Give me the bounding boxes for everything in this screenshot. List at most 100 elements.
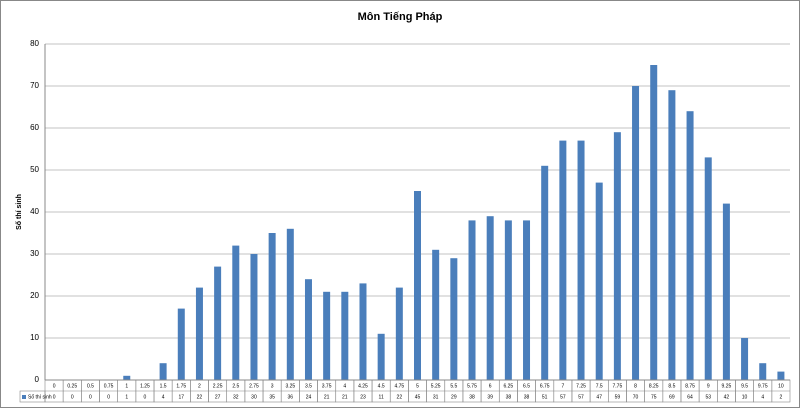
x-tick-label: 6.75 xyxy=(540,383,550,389)
bar xyxy=(595,182,603,380)
chart-title: Môn Tiếng Pháp xyxy=(358,11,443,23)
data-table-value: 36 xyxy=(288,394,294,400)
x-tick-label: 1.25 xyxy=(140,383,150,389)
data-table-value: 30 xyxy=(251,394,257,400)
y-tick-label: 80 xyxy=(30,39,39,48)
bar xyxy=(195,287,203,380)
data-table-value: 38 xyxy=(469,394,475,400)
x-tick-label: 10 xyxy=(778,383,784,389)
bar xyxy=(759,363,767,380)
data-table-value: 69 xyxy=(669,394,675,400)
data-table-value: 51 xyxy=(542,394,548,400)
data-table-value: 0 xyxy=(89,394,92,400)
data-table-value: 21 xyxy=(342,394,348,400)
y-tick-label: 40 xyxy=(30,207,39,216)
x-tick-label: 5.25 xyxy=(431,383,441,389)
data-table-value: 22 xyxy=(197,394,203,400)
data-table-value: 38 xyxy=(506,394,512,400)
data-table-value: 2 xyxy=(780,394,783,400)
x-tick-label: 8.5 xyxy=(668,383,675,389)
x-tick-label: 7.5 xyxy=(596,383,603,389)
x-tick-label: 7.75 xyxy=(613,383,623,389)
x-tick-label: 9 xyxy=(707,383,710,389)
bar xyxy=(159,363,167,380)
bar xyxy=(341,291,349,380)
x-tick-label: 1 xyxy=(125,383,128,389)
x-tick-label: 2.5 xyxy=(232,383,239,389)
bar xyxy=(450,258,458,380)
bar xyxy=(414,191,421,380)
data-table-value: 4 xyxy=(761,394,764,400)
bar xyxy=(268,233,276,380)
data-table-value: 23 xyxy=(360,394,366,400)
y-tick-label: 20 xyxy=(30,291,39,300)
data-table-value: 57 xyxy=(578,394,584,400)
x-tick-label: 6 xyxy=(489,383,492,389)
data-table-value: 32 xyxy=(233,394,239,400)
data-table-value: 59 xyxy=(615,394,621,400)
data-table-value: 29 xyxy=(451,394,457,400)
x-tick-label: 4.5 xyxy=(378,383,385,389)
y-tick-label: 60 xyxy=(30,123,39,132)
data-table-value: 0 xyxy=(53,394,56,400)
bar xyxy=(632,86,640,380)
x-tick-label: 8.25 xyxy=(649,383,659,389)
x-tick-label: 1.5 xyxy=(160,383,167,389)
x-tick-label: 4 xyxy=(343,383,346,389)
x-tick-label: 2.75 xyxy=(249,383,259,389)
x-tick-label: 3.25 xyxy=(285,383,295,389)
bar xyxy=(559,140,567,380)
bar xyxy=(323,291,331,380)
legend-key xyxy=(22,395,26,399)
x-tick-label: 5.5 xyxy=(450,383,457,389)
bar xyxy=(722,203,730,380)
x-tick-label: 0.5 xyxy=(87,383,94,389)
bar xyxy=(777,371,785,380)
bar xyxy=(577,140,585,380)
data-table-value: 27 xyxy=(215,394,221,400)
x-tick-label: 5 xyxy=(416,383,419,389)
x-tick-label: 0.75 xyxy=(104,383,114,389)
y-tick-label: 70 xyxy=(30,81,39,90)
bar xyxy=(232,245,240,380)
bar xyxy=(504,220,512,380)
bar xyxy=(613,132,621,380)
data-table-value: 45 xyxy=(415,394,421,400)
x-tick-label: 8.75 xyxy=(685,383,695,389)
x-tick-label: 9.5 xyxy=(741,383,748,389)
data-table-value: 39 xyxy=(487,394,493,400)
x-tick-label: 7.25 xyxy=(576,383,586,389)
x-tick-label: 0 xyxy=(53,383,56,389)
x-tick-label: 4.75 xyxy=(394,383,404,389)
bar xyxy=(486,216,494,380)
data-table-value: 0 xyxy=(107,394,110,400)
y-tick-label: 50 xyxy=(30,165,39,174)
x-tick-label: 0.25 xyxy=(67,383,77,389)
bar xyxy=(286,228,294,380)
data-table-value: 75 xyxy=(651,394,657,400)
bar xyxy=(686,111,694,380)
bar xyxy=(250,254,258,380)
y-tick-label: 10 xyxy=(30,333,39,342)
bar xyxy=(523,220,531,380)
data-table-value: 10 xyxy=(742,394,748,400)
x-tick-label: 9.75 xyxy=(758,383,768,389)
data-table-value: 11 xyxy=(379,394,384,400)
data-table-value: 42 xyxy=(724,394,730,400)
x-tick-label: 2.25 xyxy=(213,383,223,389)
data-table-value: 70 xyxy=(633,394,639,400)
data-table-value: 38 xyxy=(524,394,530,400)
bar xyxy=(541,165,549,380)
data-table-value: 17 xyxy=(178,394,184,400)
x-tick-label: 6.5 xyxy=(523,383,530,389)
data-table-value: 35 xyxy=(269,394,275,400)
data-table-value: 22 xyxy=(397,394,403,400)
bar xyxy=(214,266,222,380)
bar xyxy=(377,333,385,380)
data-table-value: 47 xyxy=(596,394,602,400)
data-table-value: 0 xyxy=(71,394,74,400)
bar xyxy=(359,283,367,380)
x-tick-label: 1.75 xyxy=(176,383,186,389)
data-table-value: 21 xyxy=(324,394,330,400)
